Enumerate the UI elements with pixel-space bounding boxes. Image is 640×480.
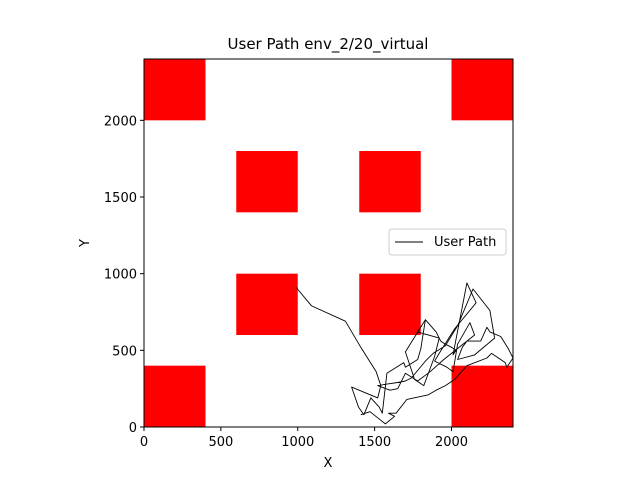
x-tick-label: 1500 (358, 435, 391, 450)
plot-area-frame (143, 58, 514, 428)
y-tick-label: 0 (129, 421, 137, 436)
obstacle-8 (451, 365, 513, 427)
legend-box (388, 228, 507, 256)
y-tick-label: 2000 (104, 114, 137, 129)
x-tick-label: 500 (208, 435, 233, 450)
obstacle-3 (236, 151, 298, 213)
obstacle-6 (359, 273, 421, 335)
series-line-user-path (295, 282, 514, 425)
legend-entry-user-path: User Path (434, 235, 496, 250)
obstacle-4 (359, 151, 421, 213)
y-axis: 0 500 1000 1500 2000 (104, 114, 144, 436)
chart-title: User Path env_2/20_virtual (228, 35, 429, 54)
path-layer (295, 282, 514, 425)
x-axis: 0 500 1000 1500 2000 (140, 427, 468, 450)
obstacle-2 (451, 59, 513, 121)
legend: User Path (388, 228, 507, 256)
y-tick-label: 1500 (104, 191, 137, 206)
obstacle-1 (144, 59, 206, 121)
obstacles-layer (144, 59, 513, 427)
x-tick-label: 2000 (435, 435, 468, 450)
y-tick-label: 1000 (104, 268, 137, 283)
obstacle-7 (144, 365, 206, 427)
y-axis-label: Y (78, 239, 93, 248)
obstacle-5 (236, 273, 298, 335)
x-tick-label: 0 (140, 435, 148, 450)
x-axis-label: X (324, 456, 333, 471)
x-tick-label: 1000 (281, 435, 314, 450)
y-tick-label: 500 (112, 344, 137, 359)
